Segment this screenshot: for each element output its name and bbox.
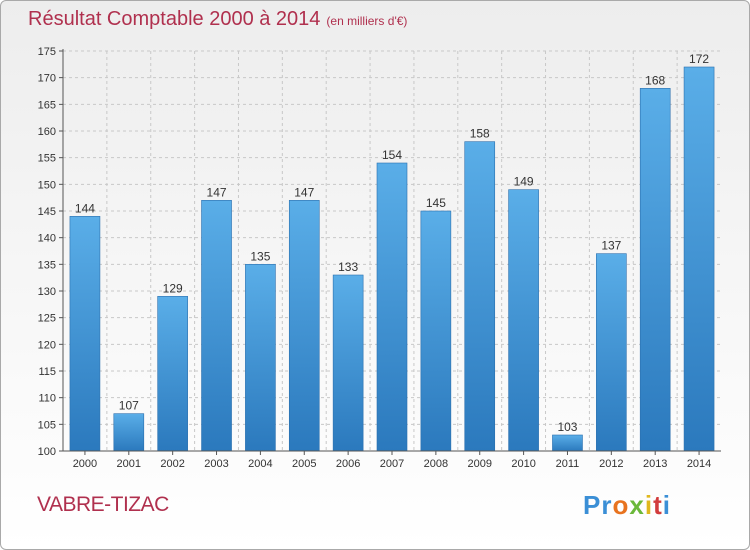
logo-part-4: i	[644, 490, 654, 520]
y-tick-label: 175	[38, 46, 56, 58]
x-tick-label: 2001	[117, 458, 141, 470]
bar	[288, 200, 320, 452]
x-tick-label: 2012	[599, 458, 623, 470]
bar	[420, 210, 452, 452]
x-tick-label: 2007	[380, 458, 404, 470]
bar-value-label: 135	[250, 249, 270, 263]
y-tick-label: 135	[38, 259, 56, 271]
proxiti-logo: Proxiti	[583, 490, 671, 521]
bar	[113, 413, 145, 452]
bar-value-label: 172	[689, 52, 709, 66]
bar-value-label: 149	[514, 175, 534, 189]
bar	[596, 253, 627, 452]
x-tick-label: 2014	[687, 458, 711, 470]
bar	[332, 274, 364, 452]
bar-value-label: 158	[470, 127, 490, 141]
logo-part-6: i	[662, 490, 671, 520]
bar-value-label: 147	[294, 185, 314, 199]
bar	[683, 66, 715, 452]
y-tick-label: 145	[38, 206, 56, 218]
bar	[508, 189, 539, 452]
x-tick-label: 2009	[467, 458, 491, 470]
y-tick-label: 100	[38, 446, 56, 458]
bar	[376, 162, 408, 452]
x-tick-label: 2011	[556, 458, 580, 470]
bar-value-label: 154	[382, 148, 402, 162]
bar-value-label: 103	[557, 420, 577, 434]
bar-value-label: 129	[163, 281, 183, 295]
bar-value-label: 144	[75, 201, 95, 215]
logo-part-5: t	[653, 490, 663, 520]
logo-part-2: o	[612, 490, 630, 520]
bar-value-label: 133	[338, 260, 358, 274]
bar-value-label: 107	[119, 399, 139, 413]
y-tick-label: 160	[38, 126, 56, 138]
x-tick-label: 2002	[160, 458, 184, 470]
bar-value-label: 168	[645, 73, 665, 87]
x-tick-label: 2005	[292, 458, 316, 470]
y-tick-label: 105	[38, 419, 56, 431]
x-tick-label: 2003	[204, 458, 228, 470]
place-name: VABRE-TIZAC	[37, 493, 169, 516]
x-tick-label: 2010	[511, 458, 535, 470]
x-tick-label: 2000	[73, 458, 97, 470]
bar	[245, 264, 276, 452]
bar	[157, 296, 188, 452]
bar	[201, 200, 232, 452]
y-tick-label: 155	[38, 153, 56, 165]
y-tick-label: 125	[38, 313, 56, 325]
bar	[464, 141, 496, 452]
y-tick-label: 130	[38, 286, 56, 298]
bar-value-label: 147	[207, 185, 227, 199]
x-tick-label: 2004	[248, 458, 272, 470]
bar	[552, 434, 583, 452]
x-tick-label: 2008	[424, 458, 448, 470]
y-tick-label: 110	[38, 393, 56, 405]
y-tick-label: 150	[38, 179, 56, 191]
y-tick-label: 115	[38, 366, 56, 378]
x-tick-label: 2006	[336, 458, 360, 470]
bar-value-label: 145	[426, 196, 446, 210]
chart-subtitle: (en milliers d'€)	[326, 14, 408, 28]
chart-title-text: Résultat Comptable 2000 à 2014	[28, 8, 321, 30]
y-tick-label: 140	[38, 233, 56, 245]
x-tick-label: 2013	[643, 458, 667, 470]
bar	[639, 88, 671, 452]
y-tick-label: 170	[38, 73, 56, 85]
bar-value-label: 137	[601, 239, 621, 253]
logo-part-1: Pr	[583, 490, 613, 520]
y-tick-label: 120	[38, 339, 56, 351]
bar	[69, 216, 101, 452]
chart-title: Résultat Comptable 2000 à 2014 (en millie…	[28, 8, 407, 31]
logo-part-3: x	[629, 490, 645, 520]
y-tick-label: 165	[38, 99, 56, 111]
